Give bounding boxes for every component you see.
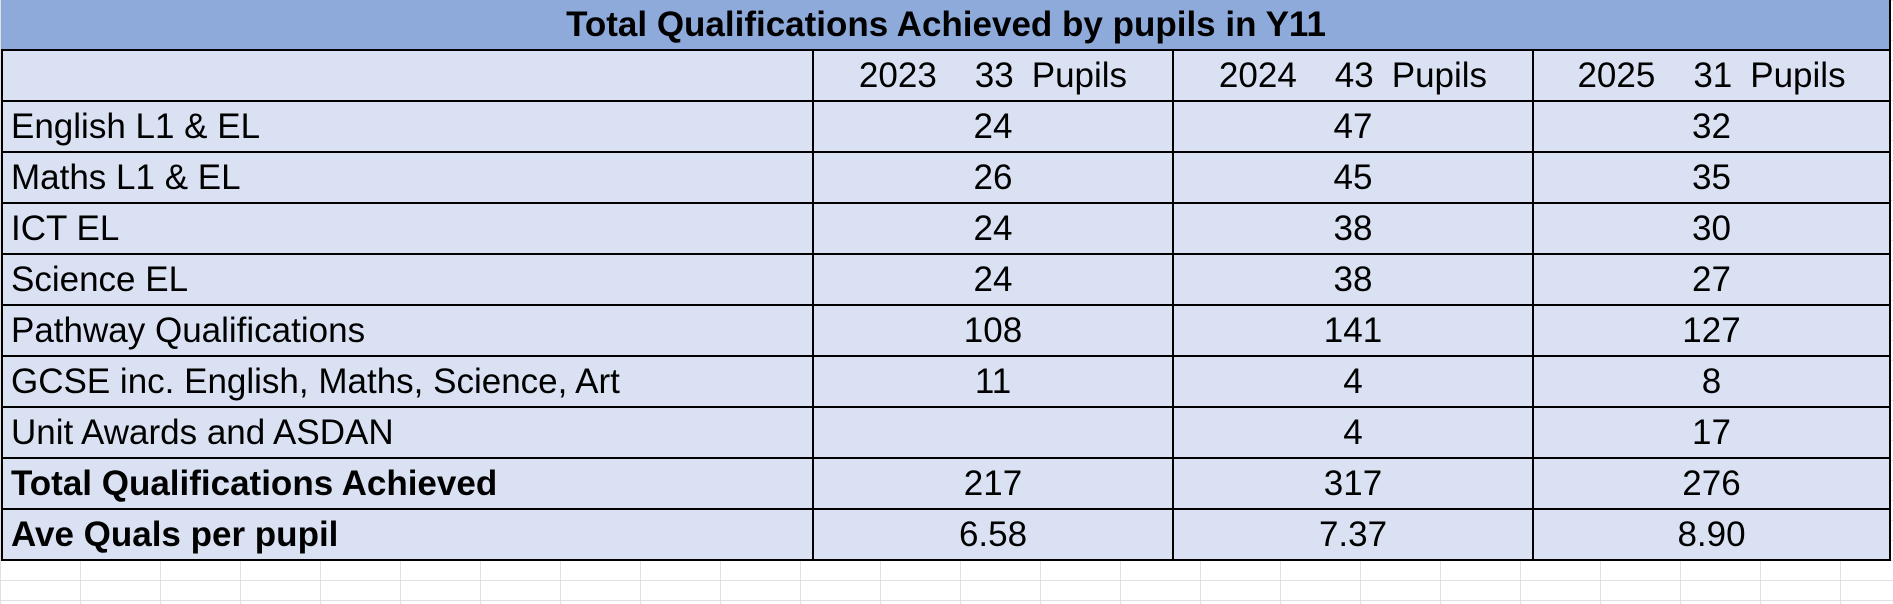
year-header-2024[interactable]: 2024 43 Pupils [1172,49,1534,102]
row-label[interactable]: Total Qualifications Achieved [1,457,814,510]
row-label[interactable]: Ave Quals per pupil [1,508,814,561]
value-cell-2025[interactable]: 8.90 [1531,508,1892,561]
table-row: Unit Awards and ASDAN 4 17 [1,406,1892,459]
value-cell-2025[interactable]: 35 [1531,151,1892,204]
row-label[interactable]: ICT EL [1,202,814,255]
value-cell-2025[interactable]: 27 [1531,253,1892,306]
pupils-unit: Pupils [1750,55,1846,95]
header-blank-cell[interactable] [1,49,814,102]
value-cell-2023[interactable]: 217 [812,457,1174,510]
value-cell-2023[interactable]: 24 [812,202,1174,255]
table-row: Pathway Qualifications 108 141 127 [1,304,1892,357]
year-label: 2024 [1218,55,1297,95]
year-label: 2025 [1577,55,1656,95]
value-cell-2024[interactable]: 47 [1172,100,1534,153]
row-label[interactable]: GCSE inc. English, Maths, Science, Art [1,355,814,408]
pupil-count: 31 [1693,55,1733,95]
value-cell-2023[interactable]: 24 [812,253,1174,306]
value-cell-2025[interactable]: 17 [1531,406,1892,459]
row-label[interactable]: Unit Awards and ASDAN [1,406,814,459]
value-cell-2024[interactable]: 4 [1172,355,1534,408]
year-header-2023[interactable]: 2023 33 Pupils [812,49,1174,102]
table-row: GCSE inc. English, Maths, Science, Art 1… [1,355,1892,408]
title-row: Total Qualifications Achieved by pupils … [0,0,1892,51]
value-cell-2025[interactable]: 276 [1531,457,1892,510]
value-cell-2025[interactable]: 30 [1531,202,1892,255]
table-row: Science EL 24 38 27 [1,253,1892,306]
value-cell-2025[interactable]: 32 [1531,100,1892,153]
value-cell-2025[interactable]: 8 [1531,355,1892,408]
value-cell-2024[interactable]: 4 [1172,406,1534,459]
table-row: Maths L1 & EL 26 45 35 [1,151,1892,204]
row-label[interactable]: Science EL [1,253,814,306]
pupil-count: 33 [974,55,1014,95]
row-label[interactable]: English L1 & EL [1,100,814,153]
total-row: Total Qualifications Achieved 217 317 27… [1,457,1892,510]
table-row: ICT EL 24 38 30 [1,202,1892,255]
value-cell-2024[interactable]: 7.37 [1172,508,1534,561]
pupils-unit: Pupils [1391,55,1488,95]
qualifications-table: Total Qualifications Achieved by pupils … [0,0,1892,561]
row-label[interactable]: Maths L1 & EL [1,151,814,204]
row-label[interactable]: Pathway Qualifications [1,304,814,357]
table-row: English L1 & EL 24 47 32 [1,100,1892,153]
year-header-row: 2023 33 Pupils 2024 43 Pupils 2025 31 Pupils [1,49,1892,102]
value-cell-2024[interactable]: 45 [1172,151,1534,204]
value-cell-2023[interactable]: 24 [812,100,1174,153]
year-label: 2023 [858,55,937,95]
value-cell-2025[interactable]: 127 [1531,304,1892,357]
value-cell-2023[interactable]: 108 [812,304,1174,357]
table-title[interactable]: Total Qualifications Achieved by pupils … [0,0,1892,51]
average-row: Ave Quals per pupil 6.58 7.37 8.90 [1,508,1892,561]
value-cell-2023[interactable]: 11 [812,355,1174,408]
value-cell-2024[interactable]: 141 [1172,304,1534,357]
value-cell-2024[interactable]: 317 [1172,457,1534,510]
pupil-count: 43 [1334,55,1374,95]
value-cell-2023[interactable]: 6.58 [812,508,1174,561]
value-cell-2024[interactable]: 38 [1172,253,1534,306]
pupils-unit: Pupils [1031,55,1128,95]
year-header-2025[interactable]: 2025 31 Pupils [1531,49,1892,102]
value-cell-2023[interactable] [812,406,1174,459]
value-cell-2023[interactable]: 26 [812,151,1174,204]
value-cell-2024[interactable]: 38 [1172,202,1534,255]
